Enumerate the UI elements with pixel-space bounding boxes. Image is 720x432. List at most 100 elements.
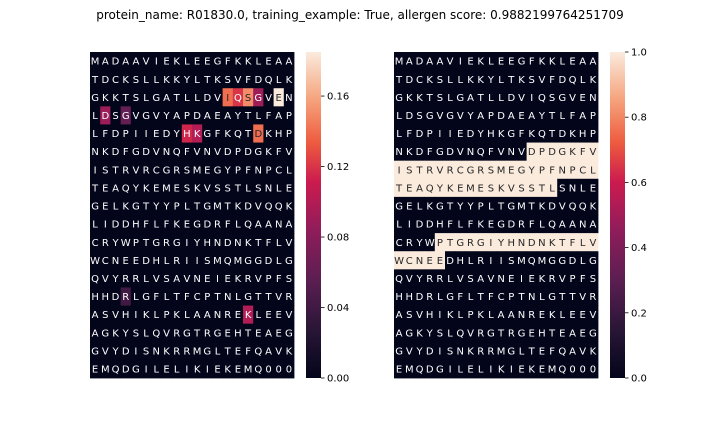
heatmap-cell xyxy=(151,142,162,162)
residue-label: Q xyxy=(528,256,536,267)
residue-label: D xyxy=(112,129,120,140)
heatmap-cell xyxy=(536,196,548,216)
heatmap-cell xyxy=(202,196,213,216)
heatmap-cell xyxy=(120,251,132,270)
residue-label: C xyxy=(579,165,586,176)
heatmap-cell xyxy=(526,233,538,252)
residue-label: F xyxy=(427,147,433,158)
heatmap-cell xyxy=(273,359,285,379)
heatmap-cell xyxy=(567,251,578,270)
heatmap-cell xyxy=(526,305,538,325)
residue-label: C xyxy=(112,75,119,86)
heatmap-cell xyxy=(171,359,183,379)
heatmap-cell xyxy=(577,359,589,379)
heatmap-cell xyxy=(130,305,142,325)
heatmap-cell xyxy=(445,196,456,216)
residue-label: K xyxy=(406,147,413,158)
heatmap-cell xyxy=(414,106,425,125)
heatmap-cell xyxy=(424,196,436,216)
residue-label: P xyxy=(265,165,271,176)
residue-label: T xyxy=(477,292,485,303)
residue-label: K xyxy=(163,346,170,357)
residue-label: Y xyxy=(477,129,485,140)
residue-label: K xyxy=(112,93,119,104)
heatmap-cell xyxy=(536,88,548,107)
heatmap-cell xyxy=(232,196,244,216)
heatmap-cell xyxy=(475,196,487,216)
residue-label: A xyxy=(436,57,443,68)
heatmap-cell xyxy=(171,341,183,361)
residue-label: V xyxy=(569,93,576,104)
residue-label: D xyxy=(446,256,454,267)
heatmap-cell xyxy=(506,215,517,234)
heatmap-cell xyxy=(263,178,274,198)
heatmap-cell xyxy=(212,233,223,252)
heatmap-cell xyxy=(587,233,599,252)
residue-label: Q xyxy=(569,75,577,86)
heatmap-cell xyxy=(202,178,213,198)
residue-label: M xyxy=(405,365,414,376)
residue-label: H xyxy=(234,328,242,339)
heatmap-cell xyxy=(222,52,234,71)
residue-label: E xyxy=(276,93,282,104)
heatmap-cell xyxy=(222,215,234,234)
residue-label: I xyxy=(438,346,441,357)
heatmap-cell xyxy=(202,70,213,89)
residue-label: N xyxy=(153,346,160,357)
residue-label: K xyxy=(539,202,546,213)
residue-label: V xyxy=(163,328,170,339)
residue-label: Y xyxy=(538,111,546,122)
heatmap-cell xyxy=(90,323,101,343)
residue-label: S xyxy=(488,183,494,194)
heatmap-cell xyxy=(485,142,497,162)
residue-label: K xyxy=(194,365,201,376)
heatmap-cell xyxy=(243,124,254,143)
residue-label: T xyxy=(517,292,525,303)
residue-label: G xyxy=(548,256,556,267)
residue-label: A xyxy=(132,57,139,68)
residue-label: P xyxy=(569,274,575,285)
heatmap-cell xyxy=(283,52,295,71)
heatmap-cell xyxy=(141,269,152,288)
heatmap-cell xyxy=(253,215,264,234)
heatmap-cell xyxy=(496,160,507,180)
heatmap-cell xyxy=(526,88,538,107)
heatmap-cell xyxy=(424,233,436,252)
heatmap-cell xyxy=(465,233,476,252)
colorbar-gradient xyxy=(610,52,625,378)
residue-label: D xyxy=(112,220,120,231)
residue-label: L xyxy=(488,310,494,321)
residue-label: V xyxy=(265,93,272,104)
heatmap-cell xyxy=(202,142,213,162)
heatmap-cell xyxy=(526,70,538,89)
residue-label: L xyxy=(580,238,586,249)
residue-label: K xyxy=(528,129,535,140)
residue-label: K xyxy=(590,202,597,213)
heatmap-cell xyxy=(455,305,466,325)
residue-label: E xyxy=(498,57,504,68)
heatmap-cell xyxy=(192,233,203,252)
residue-label: A xyxy=(265,328,272,339)
heatmap-cell xyxy=(526,124,538,143)
residue-label: L xyxy=(276,75,282,86)
residue-label: E xyxy=(265,310,271,321)
residue-label: R xyxy=(589,292,596,303)
heatmap-cell xyxy=(243,106,254,125)
residue-label: V xyxy=(285,238,292,249)
residue-label: T xyxy=(254,292,262,303)
heatmap-cell xyxy=(232,88,244,107)
heatmap-cell xyxy=(253,323,264,343)
heatmap-cell xyxy=(273,142,285,162)
heatmap-cell xyxy=(100,323,111,343)
residue-label: V xyxy=(508,183,515,194)
heatmap-cell xyxy=(283,142,295,162)
heatmap-cell xyxy=(547,196,558,216)
residue-label: V xyxy=(234,75,241,86)
residue-label: C xyxy=(457,165,464,176)
residue-label: N xyxy=(234,238,241,249)
residue-label: D xyxy=(142,256,150,267)
residue-label: L xyxy=(498,75,504,86)
residue-label: D xyxy=(426,220,434,231)
residue-label: N xyxy=(204,147,211,158)
heatmap-cell xyxy=(151,233,162,252)
